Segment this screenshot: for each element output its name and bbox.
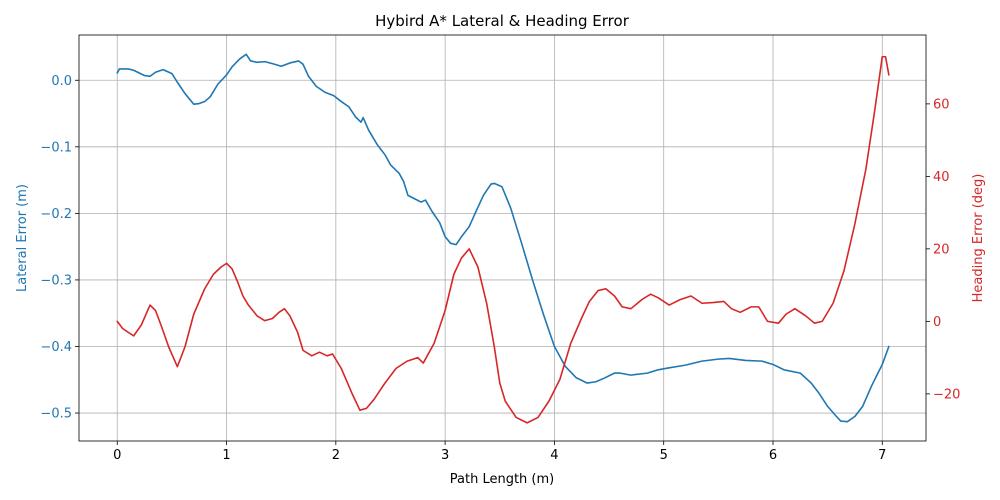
x-axis-label: Path Length (m) (450, 472, 554, 487)
y-right-tick-label: −20 (933, 387, 960, 402)
x-tick-label: 6 (769, 448, 777, 463)
x-tick-label: 3 (441, 448, 449, 463)
plot-frame (78, 34, 927, 442)
ticks-group: 0 1 2 3 4 5 6 7 0.0 −0.1 −0.2 −0.3 −0.4 −0.5 60 40 20 0 −2… (40, 74, 960, 463)
heading-error-line (116, 55, 890, 424)
chart-title: Hybird A* Lateral & Heading Error (375, 12, 630, 30)
y-left-tick-label: −0.5 (40, 407, 72, 422)
x-tick-label: 5 (660, 448, 668, 463)
y-left-tick-label: −0.1 (40, 140, 72, 155)
x-tick-label: 1 (222, 448, 230, 463)
y-axis-right-label: Heading Error (deg) (971, 174, 986, 303)
y-left-tick-label: 0.0 (51, 74, 72, 89)
x-tick-label: 0 (113, 448, 121, 463)
y-left-tick-label: −0.3 (40, 273, 72, 288)
x-tick-label: 4 (550, 448, 558, 463)
x-tick-label: 2 (332, 448, 340, 463)
y-left-tick-label: −0.4 (40, 340, 72, 355)
y-right-tick-label: 0 (933, 315, 941, 330)
series-group (116, 53, 890, 424)
grid (79, 35, 926, 441)
lateral-error-line (116, 53, 890, 423)
y-axis-left-label: Lateral Error (m) (15, 184, 30, 292)
y-right-tick-label: 40 (933, 170, 950, 185)
y-right-tick-label: 60 (933, 97, 950, 112)
y-left-tick-label: −0.2 (40, 207, 72, 222)
x-tick-label: 7 (878, 448, 886, 463)
y-right-tick-label: 20 (933, 242, 950, 257)
